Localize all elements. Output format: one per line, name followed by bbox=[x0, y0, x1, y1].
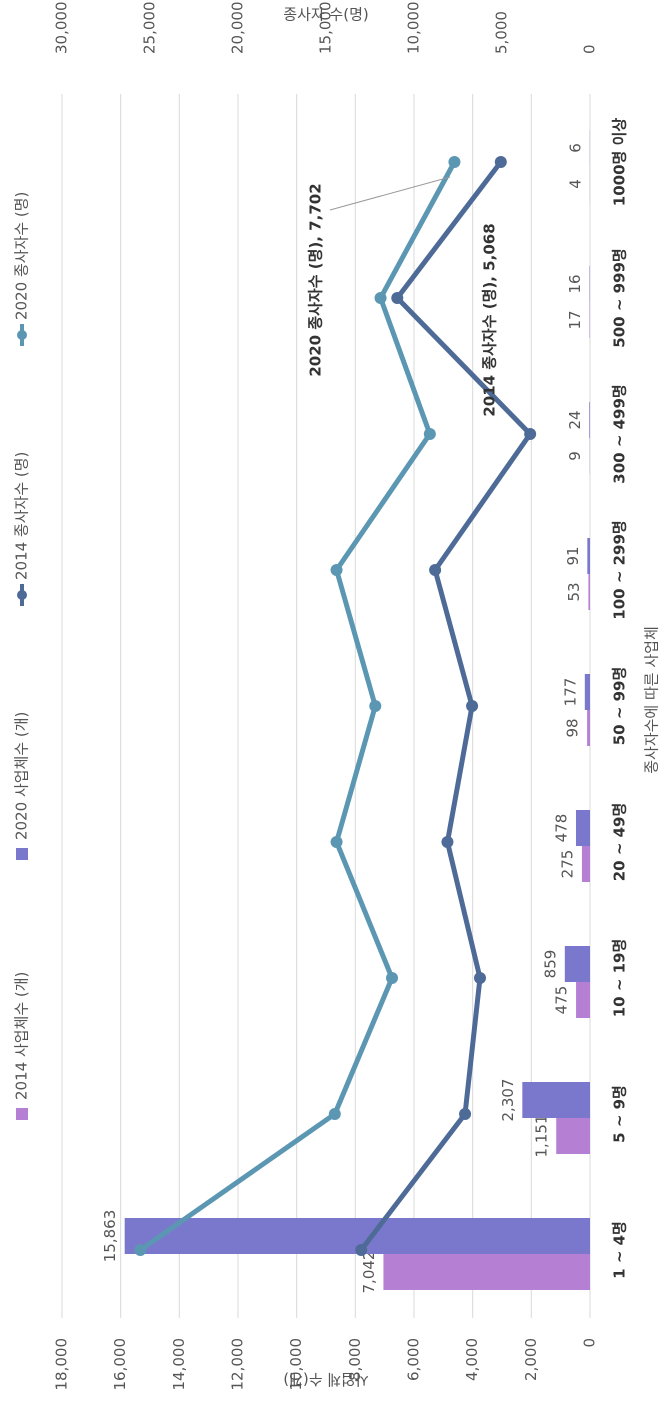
line-marker bbox=[524, 428, 536, 440]
y-tick-label: 10,000 bbox=[287, 1338, 305, 1391]
line-series bbox=[140, 162, 454, 1250]
y-tick-label: 8,000 bbox=[346, 1338, 364, 1381]
line-marker bbox=[329, 1108, 341, 1120]
line-marker bbox=[495, 156, 507, 168]
legend-swatch bbox=[16, 1108, 28, 1120]
bar bbox=[589, 402, 590, 438]
bar bbox=[383, 1254, 590, 1290]
y2-tick-label: 0 bbox=[581, 44, 599, 54]
legend-label: 2020 종사자수 (명) bbox=[13, 192, 31, 320]
x-tick-label: 100 ~ 299명 bbox=[611, 520, 629, 619]
bar bbox=[587, 710, 590, 746]
line-marker bbox=[134, 1244, 146, 1256]
bar-label: 16 bbox=[566, 274, 584, 293]
y2-tick-label: 5,000 bbox=[493, 11, 511, 54]
y2-tick-label: 15,000 bbox=[317, 2, 335, 55]
y2-tick-label: 20,000 bbox=[229, 2, 247, 55]
bar-label: 177 bbox=[561, 678, 579, 707]
bar bbox=[585, 674, 590, 710]
bar-label: 1,151 bbox=[533, 1115, 551, 1158]
legend-label: 2014 사업체수 (개) bbox=[13, 972, 31, 1100]
x-tick-label: 10 ~ 19명 bbox=[611, 939, 629, 1018]
bar bbox=[576, 810, 590, 846]
y-tick-label: 16,000 bbox=[111, 1338, 129, 1391]
line-marker bbox=[459, 1108, 471, 1120]
y-tick-label: 2,000 bbox=[522, 1338, 540, 1381]
bar-label: 4 bbox=[566, 179, 584, 189]
bar-label: 98 bbox=[564, 718, 582, 737]
annotation: 2014 종사자수 (명), 5,068 bbox=[481, 223, 499, 416]
bar-label: 2,307 bbox=[499, 1079, 517, 1122]
line-marker bbox=[429, 564, 441, 576]
x-tick-label: 1 ~ 4명 bbox=[611, 1221, 629, 1279]
y2-tick-label: 30,000 bbox=[53, 2, 71, 55]
bar bbox=[587, 538, 590, 574]
bar-label: 6 bbox=[566, 143, 584, 153]
line-marker bbox=[386, 972, 398, 984]
bar bbox=[556, 1118, 590, 1154]
bar bbox=[576, 982, 590, 1018]
line-marker bbox=[441, 836, 453, 848]
legend-swatch bbox=[17, 330, 27, 340]
line-marker bbox=[375, 292, 387, 304]
y2-tick-label: 10,000 bbox=[405, 2, 423, 55]
y-tick-label: 12,000 bbox=[229, 1338, 247, 1391]
line-marker bbox=[424, 428, 436, 440]
bar-label: 9 bbox=[566, 451, 584, 461]
line-marker bbox=[369, 700, 381, 712]
y-tick-label: 18,000 bbox=[53, 1338, 71, 1391]
bar bbox=[582, 846, 590, 882]
rotated-chart: 종사자수에 따른 사업체 사업체 수(개) 종사자 수(명) 02,0004,0… bbox=[13, 2, 661, 1391]
bar bbox=[588, 574, 590, 610]
line-marker bbox=[331, 564, 343, 576]
line-marker bbox=[448, 156, 460, 168]
line-marker bbox=[466, 700, 478, 712]
x-tick-label: 1000명 이상 bbox=[611, 118, 629, 207]
x-tick-label: 20 ~ 49명 bbox=[611, 803, 629, 882]
x-tick-label: 500 ~ 999명 bbox=[611, 248, 629, 347]
bar bbox=[565, 946, 590, 982]
legend-label: 2014 종사자수 (명) bbox=[13, 452, 31, 580]
line-marker bbox=[355, 1244, 367, 1256]
legend-swatch bbox=[17, 590, 27, 600]
x-tick-label: 5 ~ 9명 bbox=[611, 1085, 629, 1143]
y2-tick-label: 25,000 bbox=[141, 2, 159, 55]
x-axis-title: 종사자수에 따른 사업체 bbox=[643, 626, 661, 774]
bar-label: 17 bbox=[566, 310, 584, 329]
bar-label: 15,863 bbox=[101, 1210, 119, 1263]
bar-label: 7,042 bbox=[360, 1251, 378, 1294]
line-marker bbox=[331, 836, 343, 848]
x-tick-label: 300 ~ 499명 bbox=[611, 384, 629, 483]
bar-label: 859 bbox=[541, 950, 559, 979]
bar-label: 24 bbox=[566, 410, 584, 429]
line-marker bbox=[391, 292, 403, 304]
bar-label: 475 bbox=[553, 986, 571, 1015]
legend-label: 2020 사업체수 (개) bbox=[13, 712, 31, 840]
y-tick-label: 0 bbox=[581, 1338, 599, 1348]
x-tick-label: 50 ~ 99명 bbox=[611, 667, 629, 746]
bar-label: 53 bbox=[565, 582, 583, 601]
y-tick-label: 6,000 bbox=[405, 1338, 423, 1381]
y-tick-label: 14,000 bbox=[170, 1338, 188, 1391]
line-marker bbox=[474, 972, 486, 984]
y-tick-label: 4,000 bbox=[463, 1338, 481, 1381]
bar-label: 275 bbox=[558, 850, 576, 879]
legend-swatch bbox=[16, 848, 28, 860]
annotation: 2020 종사자수 (명), 7,702 bbox=[307, 183, 325, 376]
bar-label: 478 bbox=[552, 814, 570, 843]
bar bbox=[522, 1082, 590, 1118]
bar-label: 91 bbox=[564, 546, 582, 565]
